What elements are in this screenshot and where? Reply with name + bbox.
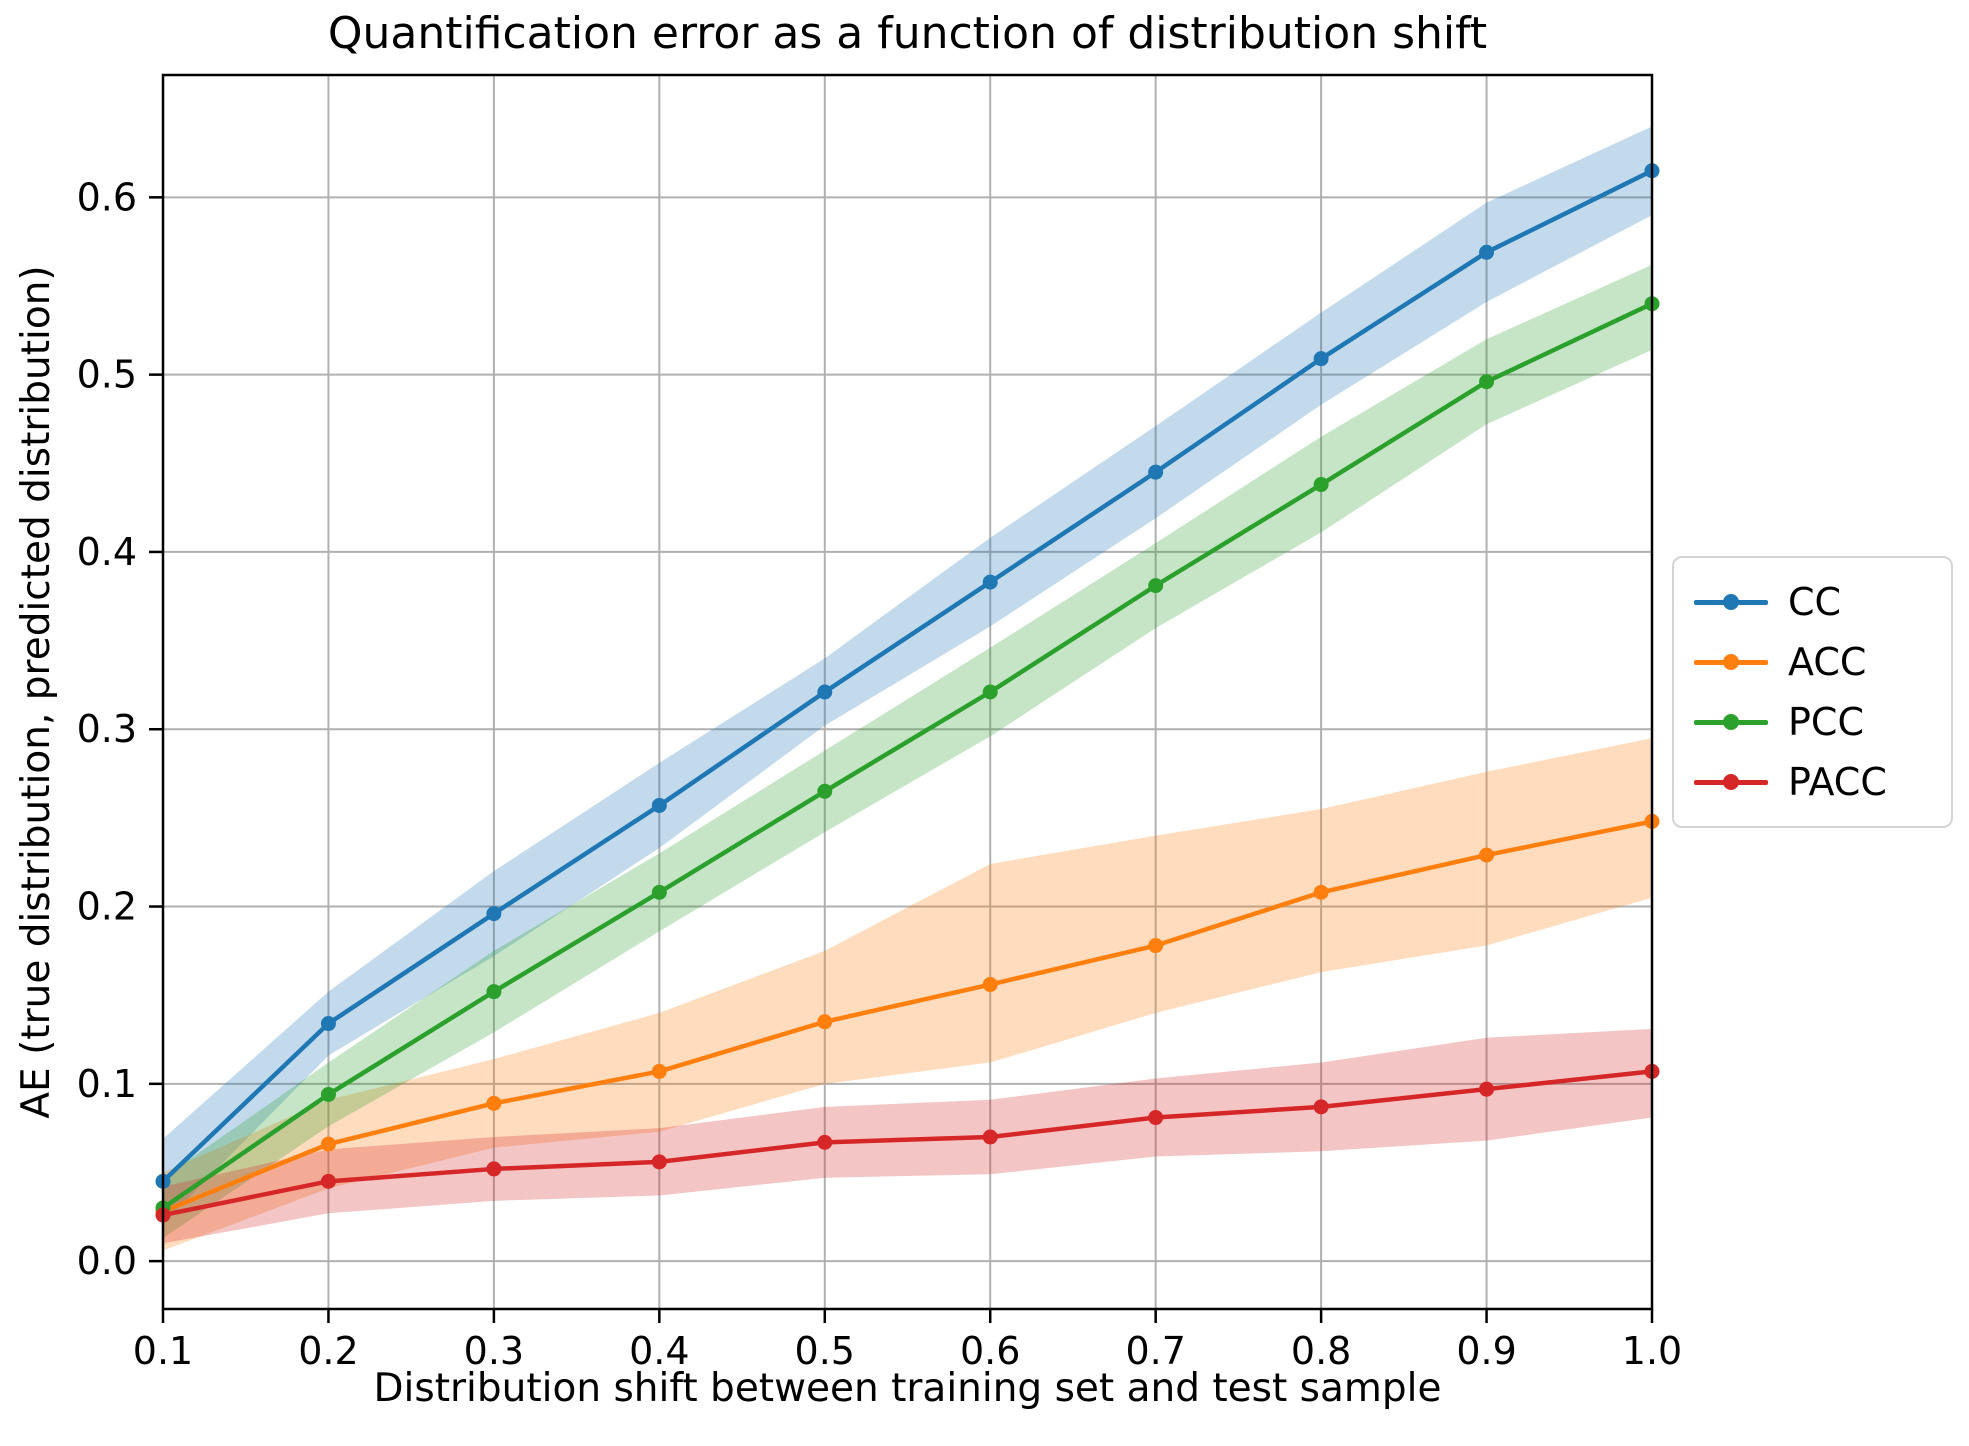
y-tick-label-0.2: 0.2 xyxy=(77,885,137,929)
y-tick-label-0.4: 0.4 xyxy=(77,530,137,574)
band-CC xyxy=(163,126,1652,1224)
legend-swatch-pcc xyxy=(1694,713,1768,731)
legend: CC ACC PCC PACC xyxy=(1672,556,1953,828)
legend-dot-icon xyxy=(1723,714,1739,730)
marker-CC-6 xyxy=(1148,464,1164,480)
legend-item-acc: ACC xyxy=(1694,643,1931,681)
marker-PCC-4 xyxy=(817,783,833,799)
band-ACC xyxy=(163,738,1652,1251)
marker-PCC-6 xyxy=(1148,578,1164,594)
y-tick-label-0.5: 0.5 xyxy=(77,353,137,397)
legend-swatch-pacc xyxy=(1694,773,1768,791)
marker-PCC-1 xyxy=(320,1086,336,1102)
legend-label-cc: CC xyxy=(1788,580,1842,624)
marker-PACC-2 xyxy=(486,1161,502,1177)
x-axis-label: Distribution shift between training set … xyxy=(373,1366,1442,1411)
marker-PACC-6 xyxy=(1148,1110,1164,1126)
x-tick-label-0.4: 0.4 xyxy=(629,1329,689,1373)
legend-label-acc: ACC xyxy=(1788,640,1867,684)
marker-PCC-5 xyxy=(982,684,998,700)
series-line-ACC xyxy=(162,819,1653,1214)
series-line-PCC xyxy=(161,301,1653,1210)
marker-PACC-7 xyxy=(1313,1099,1329,1115)
marker-PACC-3 xyxy=(651,1154,667,1170)
marker-CC-8 xyxy=(1479,244,1495,260)
marker-CC-7 xyxy=(1313,351,1329,367)
marker-PCC-2 xyxy=(486,984,502,1000)
x-tick-label-0.5: 0.5 xyxy=(795,1329,855,1373)
marker-ACC-7 xyxy=(1313,884,1329,900)
x-tick-label-0.9: 0.9 xyxy=(1456,1329,1516,1373)
x-tick-label-1.0: 1.0 xyxy=(1622,1329,1682,1373)
marker-ACC-3 xyxy=(651,1063,667,1079)
marker-ACC-4 xyxy=(817,1014,833,1030)
x-tick-label-0.3: 0.3 xyxy=(464,1329,524,1373)
chart-title: Quantification error as a function of di… xyxy=(327,8,1488,59)
marker-PACC-1 xyxy=(320,1173,336,1189)
x-tick-label-0.8: 0.8 xyxy=(1291,1329,1351,1373)
legend-dot-icon xyxy=(1723,654,1739,670)
marker-PCC-3 xyxy=(651,884,667,900)
y-tick-label-0.0: 0.0 xyxy=(77,1239,137,1283)
legend-dot-icon xyxy=(1723,594,1739,610)
marker-ACC-6 xyxy=(1148,938,1164,954)
marker-CC-5 xyxy=(982,574,998,590)
marker-CC-4 xyxy=(817,684,833,700)
band-PACC xyxy=(163,1028,1652,1244)
marker-ACC-5 xyxy=(982,977,998,993)
legend-item-cc: CC xyxy=(1694,583,1931,621)
marker-CC-1 xyxy=(320,1016,336,1032)
marker-PACC-8 xyxy=(1479,1081,1495,1097)
y-tick-label-0.3: 0.3 xyxy=(77,707,137,751)
legend-item-pcc: PCC xyxy=(1694,703,1931,741)
marker-ACC-2 xyxy=(486,1095,502,1111)
marker-CC-2 xyxy=(486,906,502,922)
marker-PCC-7 xyxy=(1313,477,1329,493)
legend-swatch-acc xyxy=(1694,653,1768,671)
x-tick-label-0.7: 0.7 xyxy=(1125,1329,1185,1373)
legend-swatch-cc xyxy=(1694,593,1768,611)
legend-label-pcc: PCC xyxy=(1788,700,1864,744)
series-line-CC xyxy=(161,168,1653,1183)
legend-item-pacc: PACC xyxy=(1694,763,1931,801)
x-tick-label-0.2: 0.2 xyxy=(298,1329,358,1373)
x-tick-label-0.1: 0.1 xyxy=(133,1329,193,1373)
marker-PACC-5 xyxy=(982,1129,998,1145)
y-tick-label-0.6: 0.6 xyxy=(77,175,137,219)
x-tick-label-0.6: 0.6 xyxy=(960,1329,1020,1373)
plot-border xyxy=(161,73,1654,1311)
marker-CC-3 xyxy=(651,797,667,813)
marker-PACC-4 xyxy=(817,1134,833,1150)
marker-ACC-1 xyxy=(320,1136,336,1152)
y-tick-label-0.1: 0.1 xyxy=(77,1062,137,1106)
legend-dot-icon xyxy=(1723,774,1739,790)
marker-PCC-8 xyxy=(1479,374,1495,390)
legend-label-pacc: PACC xyxy=(1788,760,1887,804)
series-line-PACC xyxy=(162,1069,1653,1218)
marker-ACC-8 xyxy=(1479,847,1495,863)
